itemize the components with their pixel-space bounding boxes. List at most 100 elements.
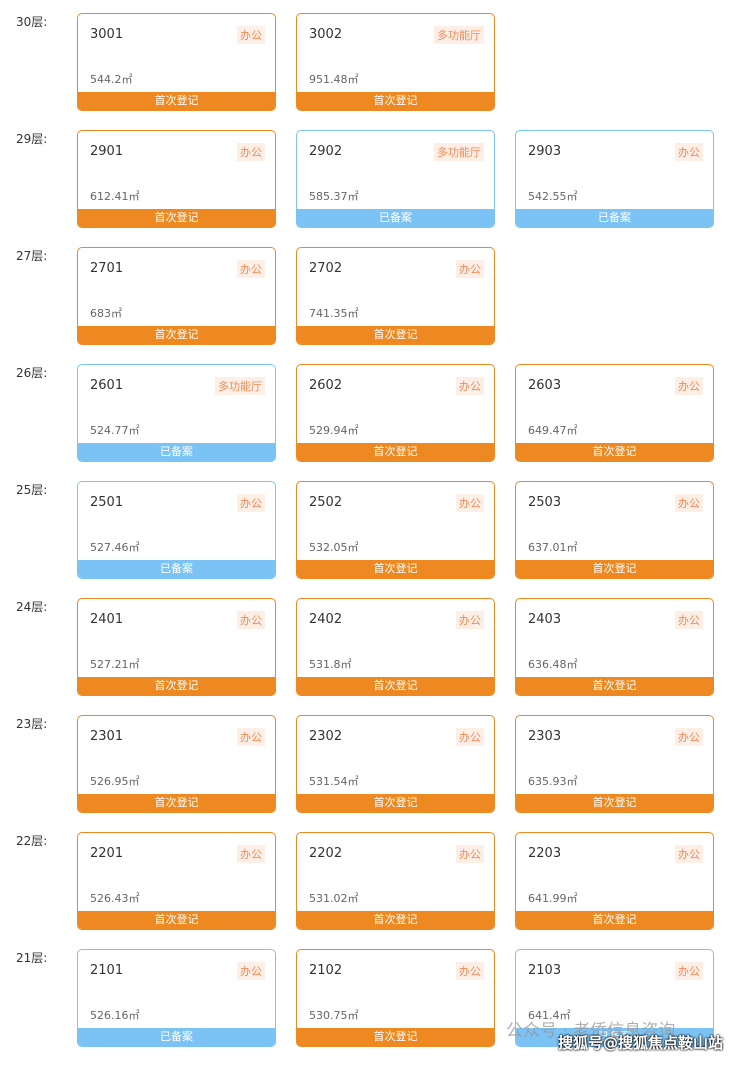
floor-label: 30层: [16, 15, 48, 29]
unit-status: 已备案 [78, 560, 275, 578]
floor-row: 29层: 2901 办公 612.41㎡ 首次登记 2902 多功能厅 585.37㎡ 已备案 2… [0, 130, 740, 247]
unit-card[interactable]: 2302 办公 531.54㎡ 首次登记 [296, 715, 495, 813]
unit-card[interactable]: 2403 办公 636.48㎡ 首次登记 [515, 598, 714, 696]
unit-status: 首次登记 [78, 209, 275, 227]
unit-card[interactable]: 3001 办公 544.2㎡ 首次登记 [77, 13, 276, 111]
unit-status: 首次登记 [297, 794, 494, 812]
unit-card[interactable]: 2601 多功能厅 524.77㎡ 已备案 [77, 364, 276, 462]
watermark: 公众号 · 老侨信息咨询 [506, 1021, 676, 1041]
unit-use-tag: 办公 [237, 260, 265, 278]
unit-card[interactable]: 2402 办公 531.8㎡ 首次登记 [296, 598, 495, 696]
floor-label: 21层: [16, 951, 48, 965]
unit-number: 2202 [309, 846, 343, 861]
unit-area: 532.05㎡ [309, 541, 359, 554]
unit-use-tag: 办公 [675, 728, 703, 746]
floor-row: 24层: 2401 办公 527.21㎡ 首次登记 2402 办公 531.8㎡ 首次登记 240… [0, 598, 740, 715]
unit-card[interactable]: 2602 办公 529.94㎡ 首次登记 [296, 364, 495, 462]
unit-card[interactable]: 2901 办公 612.41㎡ 首次登记 [77, 130, 276, 228]
unit-number: 2701 [90, 261, 124, 276]
unit-area: 530.75㎡ [309, 1009, 359, 1022]
unit-number: 2401 [90, 612, 124, 627]
unit-card[interactable]: 2103 办公 641.4㎡ 已备案 [515, 949, 714, 1047]
unit-number: 2303 [528, 729, 562, 744]
unit-status: 首次登记 [297, 326, 494, 344]
unit-area: 531.02㎡ [309, 892, 359, 905]
unit-number: 2201 [90, 846, 124, 861]
unit-use-tag: 办公 [237, 26, 265, 44]
unit-number: 2503 [528, 495, 562, 510]
unit-use-tag: 办公 [456, 962, 484, 980]
unit-use-tag: 办公 [675, 611, 703, 629]
unit-status: 首次登记 [78, 326, 275, 344]
unit-use-tag: 办公 [456, 845, 484, 863]
unit-use-tag: 办公 [675, 494, 703, 512]
unit-use-tag: 多功能厅 [434, 143, 484, 161]
floor-row: 23层: 2301 办公 526.95㎡ 首次登记 2302 办公 531.54㎡ 首次登记 23… [0, 715, 740, 832]
unit-area: 529.94㎡ [309, 424, 359, 437]
unit-number: 3002 [309, 27, 343, 42]
unit-status: 首次登记 [78, 794, 275, 812]
unit-number: 2902 [309, 144, 343, 159]
unit-card[interactable]: 2603 办公 649.47㎡ 首次登记 [515, 364, 714, 462]
unit-number: 2601 [90, 378, 124, 393]
unit-use-tag: 办公 [237, 962, 265, 980]
unit-area: 683㎡ [90, 307, 122, 320]
unit-area: 526.95㎡ [90, 775, 140, 788]
unit-number: 2602 [309, 378, 343, 393]
unit-area: 641.99㎡ [528, 892, 578, 905]
unit-number: 2402 [309, 612, 343, 627]
unit-area: 527.21㎡ [90, 658, 140, 671]
floor-label: 26层: [16, 366, 48, 380]
unit-area: 641.4㎡ [528, 1009, 571, 1022]
unit-status: 首次登记 [516, 911, 713, 929]
unit-card[interactable]: 2502 办公 532.05㎡ 首次登记 [296, 481, 495, 579]
floor-label: 27层: [16, 249, 48, 263]
unit-number: 2203 [528, 846, 562, 861]
unit-card[interactable]: 2102 办公 530.75㎡ 首次登记 [296, 949, 495, 1047]
unit-use-tag: 办公 [456, 260, 484, 278]
floor-label: 22层: [16, 834, 48, 848]
unit-card[interactable]: 2303 办公 635.93㎡ 首次登记 [515, 715, 714, 813]
unit-number: 2603 [528, 378, 562, 393]
floor-label: 24层: [16, 600, 48, 614]
unit-status: 首次登记 [297, 443, 494, 461]
unit-number: 2403 [528, 612, 562, 627]
unit-card[interactable]: 2101 办公 526.16㎡ 已备案 [77, 949, 276, 1047]
unit-card[interactable]: 2501 办公 527.46㎡ 已备案 [77, 481, 276, 579]
unit-number: 2702 [309, 261, 343, 276]
unit-area: 637.01㎡ [528, 541, 578, 554]
unit-area: 741.35㎡ [309, 307, 359, 320]
floor-label: 23层: [16, 717, 48, 731]
unit-number: 2302 [309, 729, 343, 744]
floor-label: 29层: [16, 132, 48, 146]
floor-row: 26层: 2601 多功能厅 524.77㎡ 已备案 2602 办公 529.94㎡ 首次登记 2… [0, 364, 740, 481]
unit-use-tag: 多功能厅 [434, 26, 484, 44]
unit-card[interactable]: 2401 办公 527.21㎡ 首次登记 [77, 598, 276, 696]
unit-status: 首次登记 [297, 911, 494, 929]
watermark: 搜狐号@搜狐焦点鞍山站 [558, 1034, 724, 1052]
unit-status: 首次登记 [297, 92, 494, 110]
unit-card[interactable]: 2201 办公 526.43㎡ 首次登记 [77, 832, 276, 930]
unit-number: 2903 [528, 144, 562, 159]
unit-area: 542.55㎡ [528, 190, 578, 203]
unit-area: 636.48㎡ [528, 658, 578, 671]
unit-card[interactable]: 2203 办公 641.99㎡ 首次登记 [515, 832, 714, 930]
floor-row: 21层: 2101 办公 526.16㎡ 已备案 2102 办公 530.75㎡ 首次登记 210… [0, 949, 740, 1066]
unit-area: 649.47㎡ [528, 424, 578, 437]
unit-use-tag: 办公 [237, 728, 265, 746]
unit-card[interactable]: 2902 多功能厅 585.37㎡ 已备案 [296, 130, 495, 228]
unit-card[interactable]: 2903 办公 542.55㎡ 已备案 [515, 130, 714, 228]
unit-area: 526.16㎡ [90, 1009, 140, 1022]
unit-status: 首次登记 [297, 677, 494, 695]
unit-use-tag: 办公 [456, 611, 484, 629]
unit-area: 951.48㎡ [309, 73, 359, 86]
unit-number: 2301 [90, 729, 124, 744]
floor-label: 25层: [16, 483, 48, 497]
unit-status: 首次登记 [516, 560, 713, 578]
